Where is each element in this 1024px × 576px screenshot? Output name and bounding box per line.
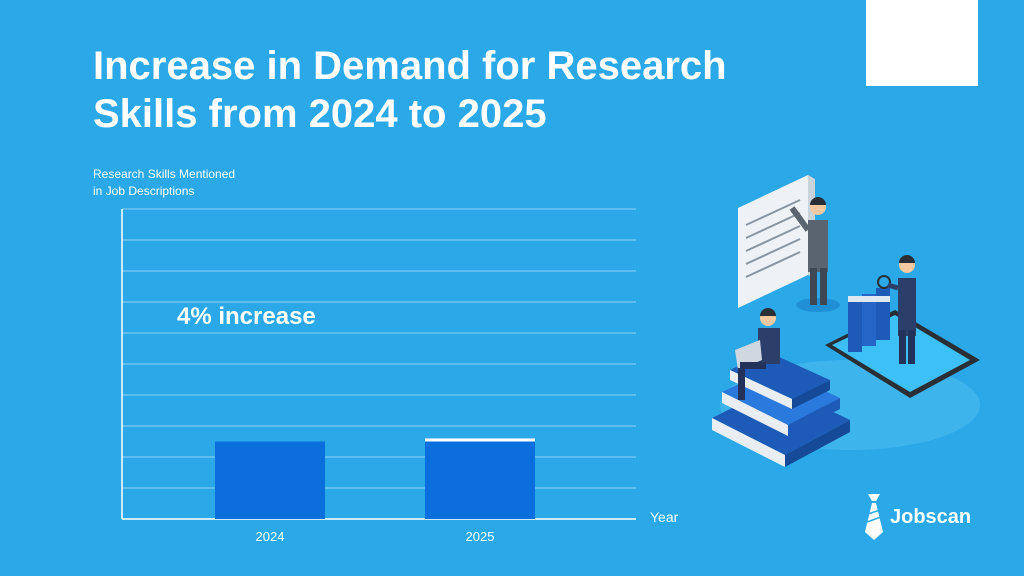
research-illustration bbox=[712, 175, 980, 467]
y-axis-label-line-1: Research Skills Mentioned bbox=[93, 167, 236, 181]
x-tick-label-2024: 2024 bbox=[255, 529, 285, 544]
y-axis-label-line-2: in Job Descriptions bbox=[93, 184, 195, 198]
brand-name: Jobscan bbox=[890, 505, 972, 528]
bars bbox=[215, 438, 535, 519]
y-axis-label: Research Skills Mentioned in Job Descrip… bbox=[93, 166, 313, 200]
chart-title: Increase in Demand for Research Skills f… bbox=[93, 42, 853, 138]
jobscan-logo[interactable]: Jobscan bbox=[864, 494, 971, 540]
gridlines bbox=[122, 208, 636, 489]
white-corner-box bbox=[866, 0, 978, 86]
title-line-2: Skills from 2024 to 2025 bbox=[93, 92, 547, 136]
bar-2025 bbox=[425, 438, 535, 519]
x-axis-label: Year bbox=[650, 509, 679, 525]
title-line-1: Increase in Demand for Research bbox=[93, 44, 727, 88]
bar-2024 bbox=[215, 441, 325, 519]
tie-icon bbox=[865, 494, 883, 540]
increase-annotation: 4% increase bbox=[177, 303, 316, 330]
increase-segment-2025 bbox=[425, 438, 535, 442]
x-tick-label-2025: 2025 bbox=[465, 529, 495, 544]
